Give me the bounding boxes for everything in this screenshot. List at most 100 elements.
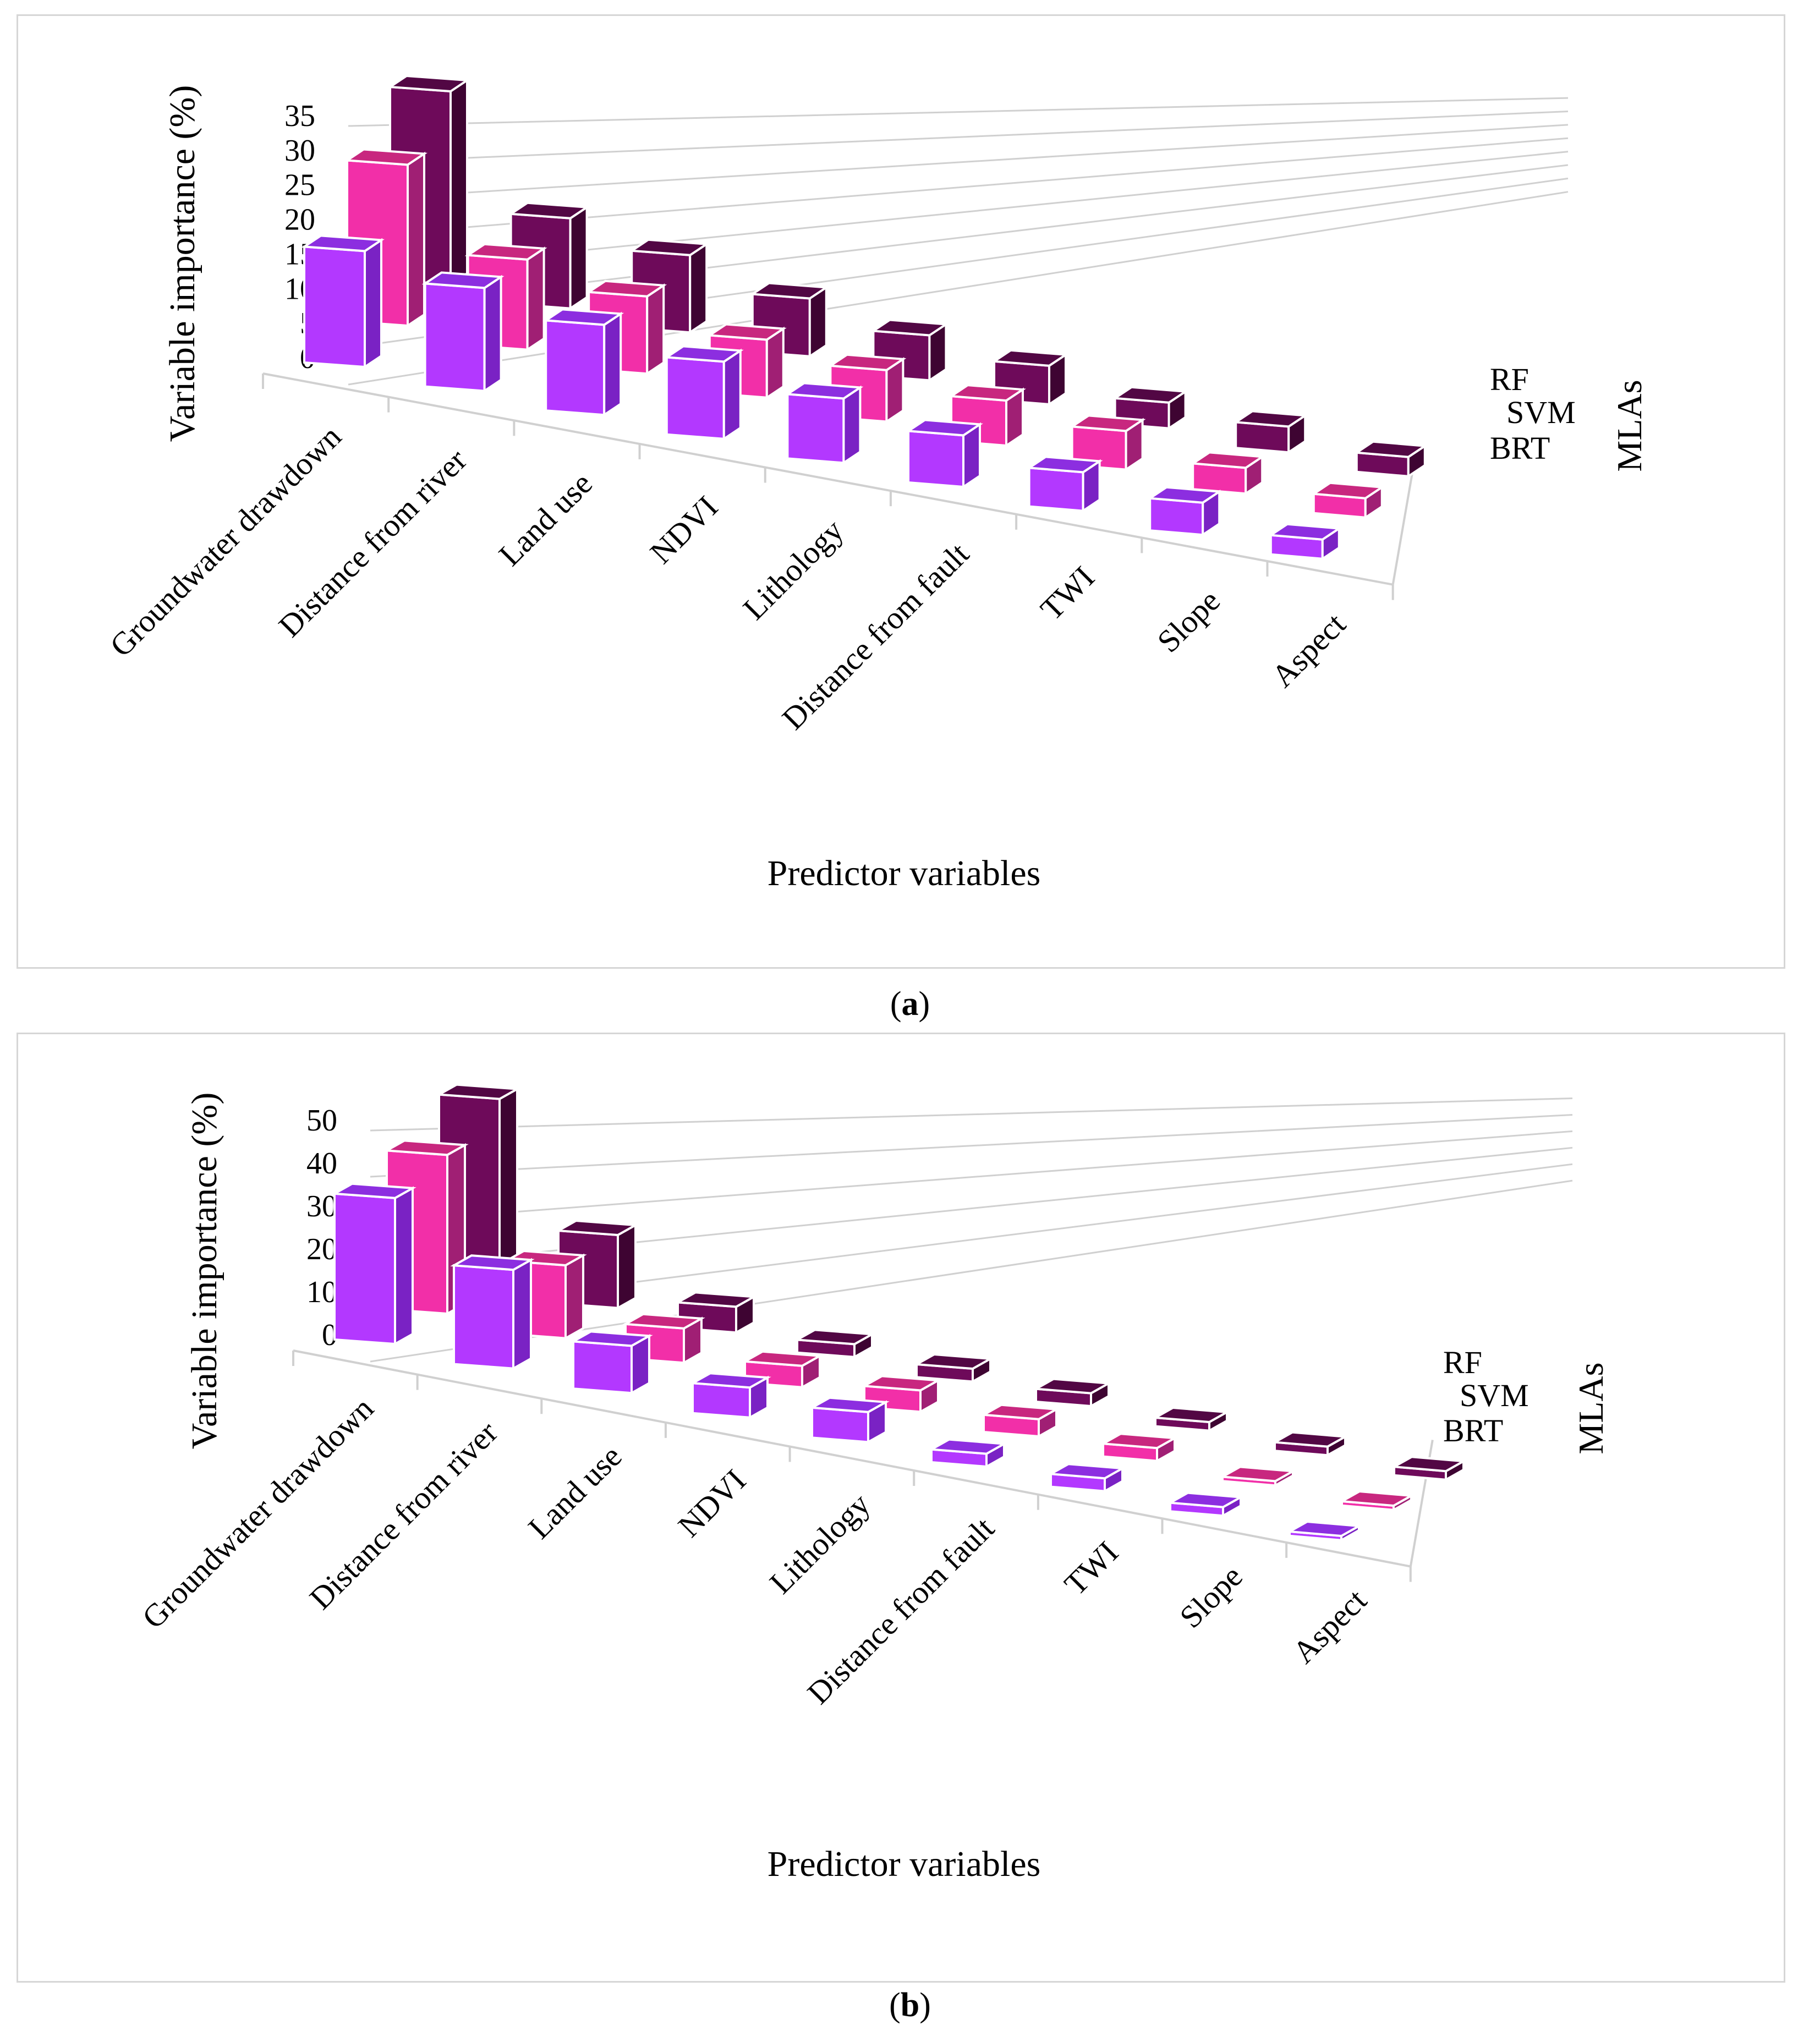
y-tick-label: 50: [306, 1104, 337, 1138]
bar-top-face: [1271, 1431, 1349, 1448]
bar-rf-slope: [1232, 410, 1309, 454]
bar-top-face: [344, 148, 427, 166]
bar-side-face: [646, 283, 665, 376]
bar-brt-aspect: [1286, 1520, 1363, 1543]
bar-brt-slope: [1166, 1491, 1245, 1518]
bar-brt-lithology: [784, 382, 864, 465]
bar-top-face: [1338, 1490, 1415, 1507]
bar-top-face: [749, 282, 830, 300]
bar-top-face: [1111, 386, 1189, 404]
bar-svm-aspect: [1310, 481, 1385, 520]
bars-a: [301, 74, 1428, 561]
category-label-slope: Slope: [1172, 1558, 1249, 1634]
bar-brt-land-use: [569, 1330, 653, 1395]
bar-front-face: [1149, 497, 1204, 536]
bar-top-face: [1353, 440, 1428, 458]
bar-top-face: [674, 1291, 758, 1308]
bar-svm-twi: [1099, 1433, 1178, 1463]
z-axis-line: [1391, 458, 1416, 585]
bar-front-face: [786, 393, 845, 464]
bar-top-face: [1310, 481, 1385, 500]
bar-rf-distance-from-fault: [1032, 1378, 1112, 1408]
bar-top-face: [827, 353, 907, 371]
bar-side-face: [394, 1186, 414, 1346]
y-tick-label: 35: [284, 99, 315, 133]
bar-top-face: [569, 1330, 653, 1347]
caption-b-letter: b: [900, 1986, 920, 2024]
bar-top-face: [991, 349, 1069, 367]
bar-side-face: [512, 1258, 532, 1371]
bar-top-face: [980, 1403, 1060, 1420]
bar-brt-lithology: [808, 1396, 890, 1444]
bar-top-face: [741, 1350, 824, 1367]
bar-front-face: [811, 1406, 869, 1444]
bar-top-face: [1232, 410, 1309, 428]
gridline: [370, 1130, 1573, 1224]
category-label-lithology: Lithology: [763, 1486, 877, 1601]
bar-top-face: [928, 1438, 1008, 1455]
bar-top-face: [1047, 1463, 1126, 1480]
bar-top-face: [913, 1353, 994, 1370]
bar-rf-distance-from-river: [555, 1219, 639, 1310]
chart-panel-a: 35302520151050Groundwater drawdownDistan…: [17, 14, 1785, 969]
bar-front-face: [453, 1264, 514, 1370]
bar-top-face: [905, 419, 983, 437]
bar-svm-aspect: [1338, 1490, 1415, 1512]
bar-svm-lithology: [860, 1375, 942, 1414]
bar-top-face: [628, 238, 710, 256]
bar-top-face: [1152, 1406, 1231, 1424]
bar-top-face: [689, 1372, 771, 1389]
series-label-rf: RF: [1443, 1344, 1482, 1380]
gridline: [370, 1113, 1573, 1178]
bar-top-face: [860, 1375, 942, 1392]
category-label-slope: Slope: [1150, 583, 1227, 659]
y-axis-title: Variable importance (%): [162, 85, 202, 442]
bar-top-face: [808, 1396, 890, 1413]
bar-side-face: [689, 242, 708, 334]
bar-svm-slope: [1189, 451, 1266, 496]
bar-top-face: [1189, 451, 1266, 469]
x-axis-line: [262, 372, 1394, 586]
bar-top-face: [1267, 523, 1342, 541]
bar-side-face: [564, 1253, 584, 1341]
bar-top-face: [706, 323, 787, 341]
bar-top-face: [585, 279, 667, 298]
category-label-ndvi: NDVI: [671, 1462, 753, 1544]
bar-svm-distance-from-fault: [980, 1403, 1060, 1439]
bar-top-face: [383, 1139, 469, 1156]
bar-svm-slope: [1219, 1466, 1297, 1488]
bar-top-face: [1099, 1433, 1178, 1450]
bar-top-face: [948, 384, 1026, 402]
bar-side-face: [603, 311, 622, 417]
bar-front-face: [303, 245, 366, 369]
bar-top-face: [1286, 1520, 1363, 1538]
x-axis-title: Predictor variables: [768, 853, 1041, 893]
bar-top-face: [1390, 1456, 1467, 1473]
bar-top-face: [450, 1254, 535, 1271]
gridline: [348, 97, 1569, 127]
bar-top-face: [435, 1083, 521, 1100]
chart-panel-b: 50 40 30 20 10 0 Groundwater drawdown Distance …: [17, 1033, 1785, 1983]
bar-front-face: [424, 282, 486, 392]
bar-brt-distance-from-fault: [928, 1438, 1008, 1469]
bar-side-face: [722, 348, 742, 441]
bar-brt-twi: [1047, 1463, 1126, 1494]
bar-side-face: [483, 275, 502, 393]
z-axis-title: MLAs: [1571, 1362, 1610, 1454]
category-label-lithology: Lithology: [736, 512, 851, 627]
bar-front-face: [907, 430, 964, 489]
bar-brt-distance-from-river: [450, 1254, 535, 1371]
bar-side-face: [617, 1223, 637, 1310]
x-axis-title: Predictor variables: [768, 1844, 1041, 1884]
chart-a: 35302520151050Groundwater drawdownDistan…: [103, 74, 1649, 893]
series-label-svm: SVM: [1460, 1378, 1529, 1413]
bar-brt-groundwater-drawdown: [301, 234, 385, 369]
y-tick-label: 25: [284, 168, 315, 202]
category-label-land-use: Land use: [521, 1438, 628, 1545]
bar-top-face: [555, 1219, 639, 1237]
bar-brt-ndvi: [689, 1372, 771, 1420]
bar-rf-ndvi: [793, 1329, 876, 1359]
bar-svm-land-use: [622, 1313, 705, 1365]
bar-side-face: [569, 205, 588, 311]
bar-top-face: [507, 201, 590, 219]
